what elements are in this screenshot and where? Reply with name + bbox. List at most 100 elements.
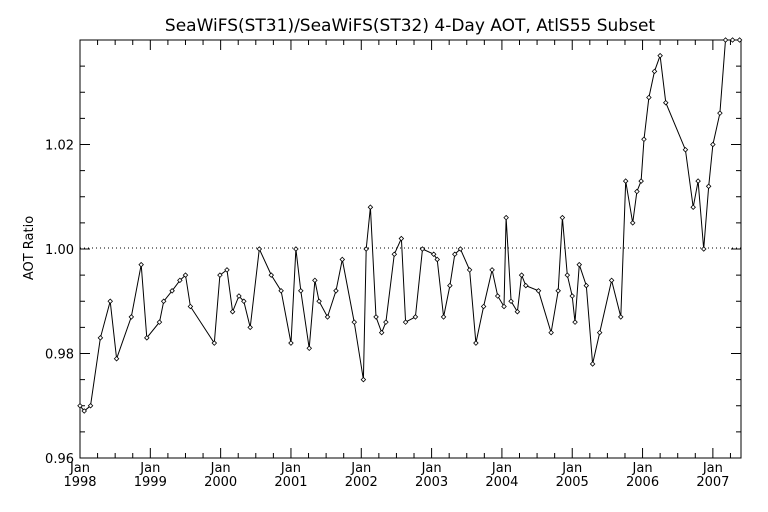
data-point	[682, 146, 689, 153]
data-point	[298, 288, 304, 294]
data-point	[700, 246, 707, 252]
data-point	[489, 267, 495, 273]
data-point	[503, 214, 509, 221]
data-point	[333, 288, 339, 294]
data-point	[373, 314, 379, 320]
data-point	[378, 329, 385, 336]
data-point	[224, 267, 230, 273]
chart-title: SeaWiFS(ST31)/SeaWiFS(ST32) 4-Day AOT, A…	[165, 16, 656, 36]
data-point	[391, 251, 398, 257]
data-point	[548, 329, 554, 336]
data-point	[589, 361, 596, 367]
data-point	[293, 246, 299, 252]
data-point	[690, 204, 696, 210]
x-tick-month: Jan	[632, 461, 653, 476]
data-point	[383, 319, 389, 325]
data-point	[596, 329, 603, 336]
data-point	[651, 68, 658, 75]
x-tick-month: Jan	[139, 461, 160, 476]
x-tick-year: 2004	[485, 475, 518, 490]
data-point	[138, 261, 144, 268]
data-point	[434, 256, 440, 263]
data-point	[729, 37, 736, 43]
x-tick-month: Jan	[491, 461, 512, 476]
y-tick-label: 1.02	[45, 139, 74, 154]
data-point	[288, 340, 294, 346]
data-point	[622, 178, 629, 184]
data-point	[217, 272, 223, 278]
data-point	[229, 308, 236, 315]
data-point	[480, 303, 487, 310]
data-point	[608, 277, 615, 284]
data-point	[710, 141, 716, 148]
data-point	[736, 37, 743, 43]
data-point	[398, 235, 405, 242]
data-point	[494, 293, 501, 299]
data-point	[107, 298, 114, 305]
data-point	[97, 335, 104, 341]
x-tick-month: Jan	[702, 461, 723, 476]
data-point	[156, 319, 163, 325]
data-point	[419, 246, 426, 252]
data-point	[535, 288, 542, 294]
x-tick-month: Jan	[280, 461, 301, 476]
data-point	[169, 288, 175, 294]
data-point	[564, 272, 571, 278]
x-tick-month: Jan	[210, 461, 231, 476]
data-point	[87, 402, 94, 409]
plot-frame	[79, 39, 742, 459]
data-point	[211, 340, 218, 346]
data-point	[695, 178, 701, 184]
data-point	[447, 282, 453, 289]
series-line	[79, 39, 740, 412]
data-point	[473, 340, 479, 346]
data-point	[457, 246, 464, 252]
data-point	[316, 298, 322, 305]
data-point	[312, 277, 318, 284]
data-point	[241, 298, 247, 305]
data-point	[306, 345, 313, 352]
y-axis-label: AOT Ratio	[22, 216, 37, 280]
data-point	[523, 282, 529, 289]
data-point	[182, 272, 189, 278]
x-tick-month: Jan	[350, 461, 371, 476]
data-point	[576, 261, 583, 268]
data-point	[569, 293, 575, 299]
data-point	[641, 136, 647, 143]
series-points	[77, 37, 743, 414]
data-point	[324, 314, 331, 320]
data-point	[629, 220, 636, 226]
data-point	[247, 324, 253, 331]
data-point	[452, 251, 458, 257]
x-tick-month: Jan	[561, 461, 582, 476]
y-axis-ticks: 0.96 0.98 1.00 1.02	[45, 39, 741, 467]
data-point	[501, 303, 507, 310]
data-point	[662, 99, 669, 106]
x-tick-year: 1998	[63, 475, 96, 490]
data-point	[705, 183, 712, 190]
x-tick-month: Jan	[69, 461, 90, 476]
data-point	[113, 355, 120, 362]
data-point	[128, 314, 135, 320]
data-point	[657, 52, 663, 59]
y-tick-label: 1.00	[45, 243, 74, 258]
x-tick-year: 2007	[696, 475, 729, 490]
data-point	[430, 251, 437, 257]
x-tick-year: 2001	[274, 475, 307, 490]
data-point	[339, 256, 346, 263]
data-point	[160, 298, 167, 305]
data-point	[402, 319, 409, 325]
data-point	[177, 277, 183, 284]
data-point	[634, 188, 640, 195]
data-point	[638, 178, 644, 184]
data-point	[508, 298, 514, 305]
data-point	[555, 288, 561, 294]
x-tick-year: 2002	[345, 475, 378, 490]
x-tick-month: Jan	[421, 461, 442, 476]
x-tick-year: 2006	[626, 475, 659, 490]
data-point	[187, 303, 194, 310]
data-point	[363, 246, 369, 252]
data-point	[360, 376, 367, 383]
y-tick-label: 0.96	[45, 452, 74, 467]
